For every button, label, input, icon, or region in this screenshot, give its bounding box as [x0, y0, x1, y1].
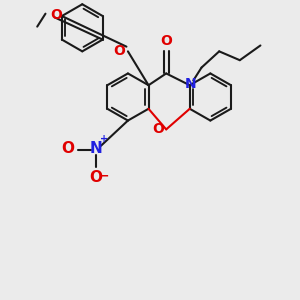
Text: −: −: [98, 169, 109, 182]
Text: O: O: [89, 169, 102, 184]
Text: O: O: [61, 141, 74, 156]
Text: +: +: [100, 134, 108, 144]
Text: O: O: [114, 44, 126, 58]
Text: O: O: [160, 34, 172, 48]
Text: N: N: [90, 141, 103, 156]
Text: N: N: [184, 77, 196, 91]
Text: O: O: [50, 8, 62, 22]
Text: O: O: [152, 122, 164, 136]
